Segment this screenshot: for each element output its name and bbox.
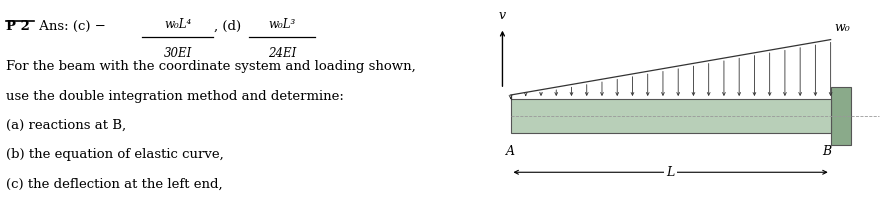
Text: For the beam with the coordinate system and loading shown,: For the beam with the coordinate system … xyxy=(5,60,415,73)
Text: w₀: w₀ xyxy=(835,21,850,34)
Text: (c) the deflection at the left end,: (c) the deflection at the left end, xyxy=(5,178,222,191)
Text: (a) reactions at B,: (a) reactions at B, xyxy=(5,119,126,132)
Text: P 2: P 2 xyxy=(5,20,29,33)
Bar xyxy=(511,99,831,133)
Text: v: v xyxy=(499,9,506,22)
Text: Ans: (c) −: Ans: (c) − xyxy=(35,20,106,33)
Text: (b) the equation of elastic curve,: (b) the equation of elastic curve, xyxy=(5,148,223,161)
Text: use the double integration method and determine:: use the double integration method and de… xyxy=(5,90,343,103)
Text: 24EI: 24EI xyxy=(267,47,296,60)
Bar xyxy=(831,87,850,145)
Text: A: A xyxy=(506,145,515,158)
Text: w₀L³: w₀L³ xyxy=(268,18,296,31)
Text: L: L xyxy=(666,166,674,179)
Text: , (d): , (d) xyxy=(214,20,245,33)
Text: B: B xyxy=(822,145,831,158)
Text: w₀L⁴: w₀L⁴ xyxy=(164,18,191,31)
Text: 30EI: 30EI xyxy=(164,47,192,60)
